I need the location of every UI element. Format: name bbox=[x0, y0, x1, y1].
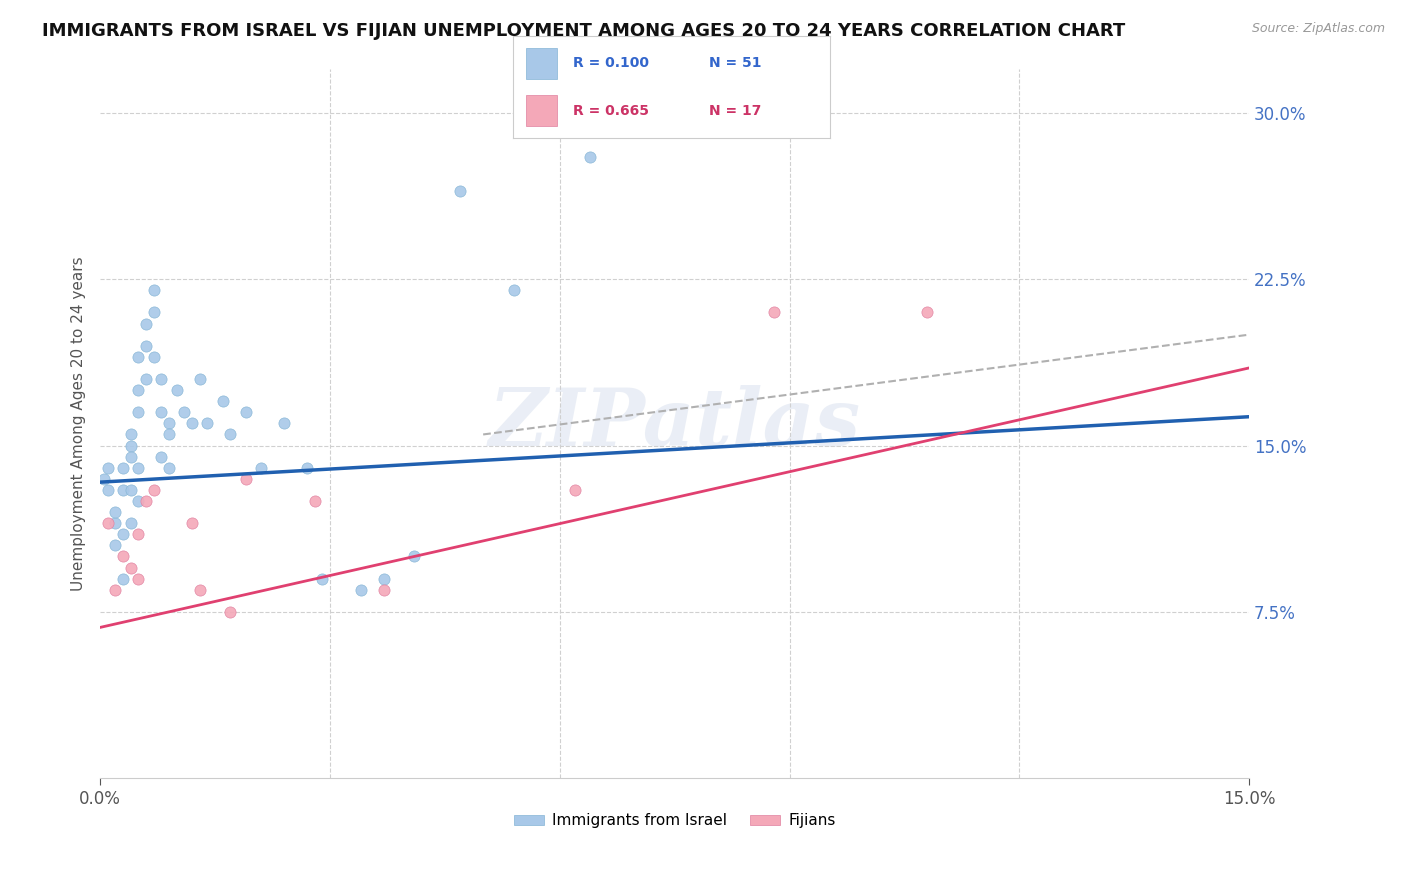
Point bbox=[579, 150, 602, 164]
Point bbox=[181, 516, 204, 531]
Point bbox=[93, 472, 115, 486]
Point bbox=[142, 305, 165, 319]
Point bbox=[104, 582, 127, 597]
Point bbox=[127, 383, 149, 397]
Point bbox=[235, 472, 257, 486]
Bar bbox=[526, 48, 557, 78]
Point bbox=[273, 417, 295, 431]
Point bbox=[120, 560, 142, 574]
Point bbox=[120, 427, 142, 442]
Point bbox=[142, 483, 165, 497]
Point bbox=[120, 483, 142, 497]
Point bbox=[142, 350, 165, 364]
Point bbox=[449, 184, 471, 198]
Point bbox=[127, 494, 149, 508]
Point bbox=[373, 572, 395, 586]
Point bbox=[349, 582, 371, 597]
Point bbox=[564, 483, 586, 497]
Point bbox=[917, 305, 939, 319]
Point bbox=[219, 605, 242, 619]
Point bbox=[304, 494, 326, 508]
Point bbox=[150, 450, 173, 464]
Point bbox=[763, 305, 786, 319]
Point bbox=[157, 460, 180, 475]
Text: IMMIGRANTS FROM ISRAEL VS FIJIAN UNEMPLOYMENT AMONG AGES 20 TO 24 YEARS CORRELAT: IMMIGRANTS FROM ISRAEL VS FIJIAN UNEMPLO… bbox=[42, 22, 1125, 40]
Text: ZIPatlas: ZIPatlas bbox=[488, 384, 860, 462]
Text: N = 51: N = 51 bbox=[710, 56, 762, 70]
Point bbox=[502, 283, 524, 297]
Point bbox=[195, 417, 218, 431]
Point bbox=[127, 460, 149, 475]
Point bbox=[104, 538, 127, 552]
Point bbox=[127, 350, 149, 364]
Point bbox=[235, 405, 257, 419]
Point bbox=[188, 372, 211, 386]
Point bbox=[135, 317, 157, 331]
Bar bbox=[526, 95, 557, 126]
Point bbox=[127, 572, 149, 586]
Point bbox=[181, 417, 204, 431]
Point bbox=[97, 483, 120, 497]
Point bbox=[104, 516, 127, 531]
Point bbox=[373, 582, 395, 597]
Point bbox=[695, 117, 717, 131]
Point bbox=[311, 572, 333, 586]
Point bbox=[211, 394, 233, 409]
Point bbox=[97, 460, 120, 475]
Text: R = 0.665: R = 0.665 bbox=[574, 103, 650, 118]
Point bbox=[166, 383, 188, 397]
Text: N = 17: N = 17 bbox=[710, 103, 762, 118]
Point bbox=[150, 405, 173, 419]
Point bbox=[112, 460, 135, 475]
Point bbox=[112, 483, 135, 497]
Point bbox=[295, 460, 318, 475]
Text: Source: ZipAtlas.com: Source: ZipAtlas.com bbox=[1251, 22, 1385, 36]
Point bbox=[404, 549, 426, 564]
Point bbox=[104, 505, 127, 519]
Point bbox=[127, 527, 149, 541]
Point bbox=[150, 372, 173, 386]
Point bbox=[120, 450, 142, 464]
Y-axis label: Unemployment Among Ages 20 to 24 years: Unemployment Among Ages 20 to 24 years bbox=[72, 256, 86, 591]
Point bbox=[135, 494, 157, 508]
Text: R = 0.100: R = 0.100 bbox=[574, 56, 650, 70]
Point bbox=[112, 549, 135, 564]
Point bbox=[219, 427, 242, 442]
Point bbox=[120, 438, 142, 452]
Point bbox=[112, 572, 135, 586]
Point bbox=[127, 405, 149, 419]
Point bbox=[112, 527, 135, 541]
Point bbox=[142, 283, 165, 297]
Point bbox=[157, 427, 180, 442]
Point bbox=[173, 405, 195, 419]
Point bbox=[120, 516, 142, 531]
Point bbox=[135, 372, 157, 386]
Point bbox=[188, 582, 211, 597]
Point bbox=[97, 516, 120, 531]
Point bbox=[157, 417, 180, 431]
Point bbox=[250, 460, 273, 475]
Point bbox=[135, 339, 157, 353]
Legend: Immigrants from Israel, Fijians: Immigrants from Israel, Fijians bbox=[508, 807, 842, 834]
